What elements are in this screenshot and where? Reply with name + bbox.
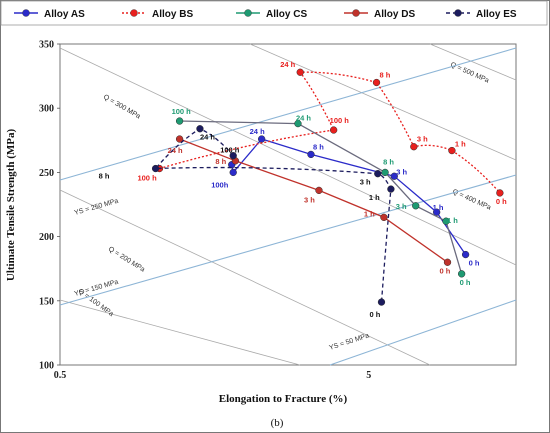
data-label: 24 h: [250, 127, 265, 136]
data-label: 1 h: [433, 203, 444, 212]
data-label: 1 h: [447, 216, 458, 225]
data-label: 24 h: [168, 146, 183, 155]
data-label: 100 h: [172, 107, 192, 116]
data-label: 3 h: [396, 167, 407, 176]
data-point: [387, 185, 395, 193]
data-point: [496, 189, 504, 197]
legend-entry-label: Alloy BS: [152, 9, 193, 20]
legend-entry-label: Alloy DS: [374, 9, 415, 20]
data-label: 24 h: [296, 114, 311, 123]
data-label: 100 h: [137, 174, 157, 183]
figure-caption: (b): [271, 417, 284, 429]
axes: 100 150 200 250 300 350 0.5 5: [39, 40, 371, 382]
x-axis-title: Elongation to Fracture (%): [219, 393, 348, 405]
data-label: 8 h: [313, 142, 324, 151]
data-label: 24 h: [200, 133, 215, 142]
x-tick-label: 5: [366, 370, 371, 381]
q-line: [59, 299, 301, 366]
data-point: [151, 164, 160, 173]
ys-line: [59, 174, 517, 306]
legend-swatch-marker: [130, 9, 138, 17]
data-point: [457, 270, 466, 278]
y-tick-label: 150: [39, 296, 54, 307]
data-point: [229, 152, 237, 160]
data-point: [307, 150, 315, 159]
y-tick-label: 250: [39, 168, 54, 179]
q-line: [429, 43, 517, 81]
data-point: [175, 117, 184, 125]
x-tick-label: 0.5: [54, 370, 67, 381]
data-point: [294, 119, 302, 128]
y-tick-label: 200: [39, 232, 54, 243]
data-point: [377, 298, 386, 306]
data-point: [461, 250, 470, 259]
data-label: 1 h: [369, 193, 380, 202]
data-label: 24 h: [280, 60, 295, 69]
data-point: [296, 68, 304, 76]
legend-swatch-marker: [454, 9, 462, 17]
data-label: 0 h: [496, 197, 507, 206]
series-line-bs: [159, 71, 501, 194]
data-point: [443, 258, 452, 266]
data-point: [258, 135, 266, 143]
data-point: [196, 125, 204, 133]
data-point: [372, 78, 381, 87]
legend-entry-label: Alloy ES: [476, 9, 517, 20]
q-line: [249, 43, 517, 161]
data-label: 8 h: [380, 71, 391, 80]
ys-line: [329, 299, 517, 366]
data-point: [412, 202, 420, 210]
legend-entry-label: Alloy CS: [266, 9, 307, 20]
data-point: [330, 126, 338, 134]
legend-swatch-marker: [244, 9, 252, 17]
data-label: 0 h: [440, 266, 451, 275]
q-line: [59, 47, 517, 266]
data-label: 0 h: [469, 259, 480, 268]
plot-area: [59, 43, 517, 366]
data-label: 100 h: [220, 146, 240, 155]
legend-swatch-marker: [22, 9, 30, 17]
data-point: [229, 168, 237, 177]
data-point: [442, 217, 450, 225]
data-label: 8 h: [215, 157, 226, 166]
data-label: 3 h: [360, 178, 371, 187]
data-label: 3 h: [304, 195, 315, 204]
data-point: [433, 208, 441, 216]
data-label: 0 h: [460, 278, 471, 287]
data-label: 100h: [211, 180, 229, 189]
data-label: 3 h: [417, 135, 428, 144]
data-point: [374, 170, 382, 178]
data-point: [381, 168, 389, 177]
data-point: [390, 172, 398, 180]
legend-swatch-marker: [352, 9, 360, 17]
legend-entry-label: Alloy AS: [44, 9, 85, 20]
legend: Alloy AS Alloy BS Alloy CS Alloy DS Alloy ES: [14, 9, 517, 20]
data-label: 1 h: [455, 140, 466, 149]
y-tick-label: 300: [39, 104, 54, 115]
data-label: 8 h: [99, 172, 110, 181]
data-point: [175, 135, 184, 143]
data-point: [380, 213, 388, 221]
data-label: 0 h: [369, 310, 380, 319]
data-label: 100 h: [330, 116, 350, 125]
y-tick-label: 350: [39, 40, 54, 51]
ys-line: [59, 47, 517, 181]
y-tick-label: 100: [39, 361, 54, 372]
data-label: 1 h: [364, 209, 375, 218]
data-point: [315, 186, 323, 195]
y-axis-title: Ultimate Tensile Strength (MPa): [5, 129, 17, 282]
data-label: 8 h: [383, 157, 394, 166]
data-point: [410, 143, 418, 151]
data-label: 3 h: [396, 202, 407, 211]
data-point: [448, 146, 456, 155]
q-line: [59, 189, 431, 366]
